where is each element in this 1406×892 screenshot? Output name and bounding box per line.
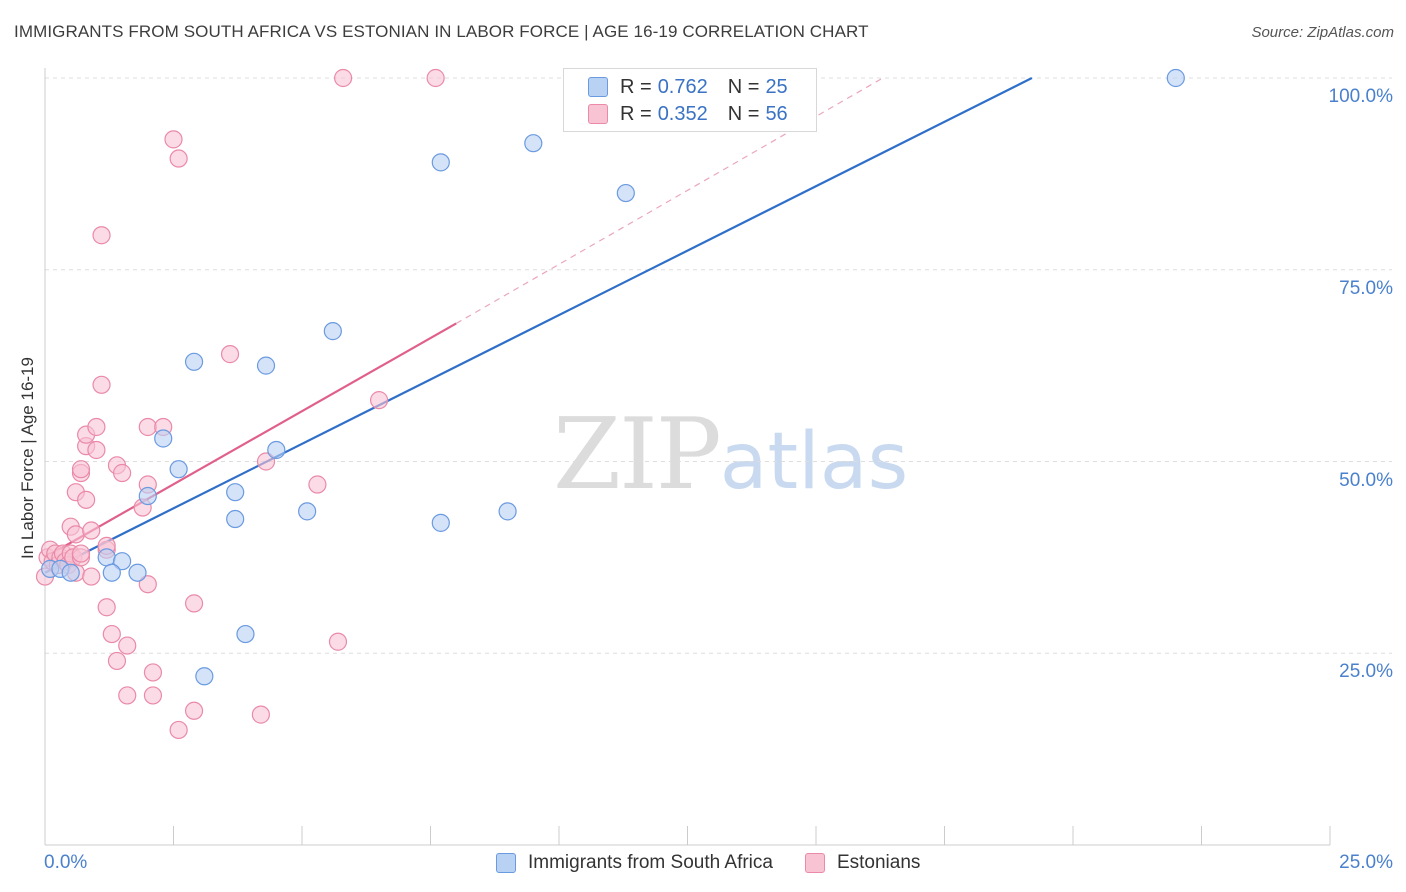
watermark: ZIPatlas [553,398,908,512]
point-estonians [82,567,101,586]
point-south-africa [267,440,286,460]
watermark-zip: ZIP [553,398,722,512]
series-legend: Immigrants from South Africa Estonians [496,852,952,874]
point-estonians [87,417,106,437]
y-tick-label: 50.0% [1339,469,1393,491]
y-tick-label: 75.0% [1339,277,1393,299]
point-estonians [92,375,111,394]
point-estonians [143,686,163,705]
point-estonians [138,575,157,594]
legend-swatch-blue [588,77,608,97]
point-estonians [184,594,204,613]
x-tick-label-min: 0.0% [44,852,88,873]
point-south-africa [169,460,188,479]
point-south-africa [128,563,147,582]
point-estonians [87,440,106,460]
grid-layer [45,77,1392,654]
legend-r-value: 0.352 [657,102,708,125]
legend-swatch-pink [588,104,608,124]
series-legend-item-estonians[interactable]: Estonians [804,852,921,874]
point-estonians [71,544,91,563]
point-estonians [328,632,348,651]
point-estonians [102,624,121,644]
point-south-africa [61,563,80,582]
point-south-africa [431,513,450,532]
point-south-africa [138,486,157,506]
series-legend-item-south-africa[interactable]: Immigrants from South Africa [496,852,773,874]
point-south-africa [226,509,245,529]
legend-row-estonians: R = 0.352 N = 56 [588,101,788,127]
point-south-africa [102,563,121,582]
point-estonians [143,663,163,682]
axis-layer [44,68,1331,846]
point-estonians [426,68,445,88]
series-swatch-pink [804,853,825,873]
point-estonians [77,490,96,509]
point-south-africa [1166,68,1185,88]
legend-n-value: 56 [765,102,788,125]
point-estonians [164,130,183,149]
point-estonians [169,720,188,740]
chart-title: IMMIGRANTS FROM SOUTH AFRICA VS ESTONIAN… [14,22,869,41]
point-estonians [220,345,240,364]
correlation-legend: R = 0.762 N = 25 R = 0.352 N = 56 [563,68,817,132]
point-estonians [97,598,116,617]
source-credit: Source: ZipAtlas.com [1251,24,1394,41]
point-south-africa [112,552,132,571]
y-tick-label: 25.0% [1339,661,1393,683]
point-estonians [82,521,101,540]
series-label: Immigrants from South Africa [528,852,773,873]
point-estonians [251,705,270,724]
legend-n-label: N = [727,75,760,98]
legend-row-south-africa: R = 0.762 N = 25 [588,74,788,100]
point-south-africa [184,352,204,371]
point-south-africa [97,548,116,567]
point-estonians [118,636,137,655]
legend-r-label: R = [620,75,652,98]
point-estonians [66,525,85,544]
point-estonians [334,68,353,88]
point-estonians [308,475,327,494]
point-layer [35,68,1185,740]
point-south-africa [323,322,342,341]
point-estonians [112,463,132,483]
trend-line-south-africa [44,77,1033,574]
point-estonians [107,651,127,671]
y-tick-label: 100.0% [1328,86,1393,107]
legend-r-label: R = [620,102,652,125]
point-south-africa [298,502,317,521]
legend-n-value: 25 [765,75,788,98]
point-estonians [118,686,137,705]
point-south-africa [226,483,245,502]
trend-line-estonians [44,322,457,559]
y-axis-label: In Labor Force | Age 16-19 [18,357,37,559]
point-estonians [71,460,91,479]
series-swatch-blue [496,853,516,873]
point-estonians [256,452,276,471]
point-south-africa [195,667,214,686]
x-tick-label-max: 25.0% [1339,852,1393,873]
point-south-africa [431,153,450,172]
point-estonians [138,417,157,437]
series-label: Estonians [836,852,921,873]
legend-r-value: 0.762 [657,75,708,98]
point-south-africa [154,429,173,448]
point-south-africa [524,134,543,153]
point-south-africa [616,183,635,203]
point-south-africa [256,356,276,375]
point-south-africa [236,624,255,644]
trend-layer [44,77,1033,574]
point-estonians [184,701,204,720]
point-south-africa [498,502,517,521]
point-estonians [92,226,111,245]
legend-n-label: N = [727,102,760,125]
point-estonians [370,391,389,410]
point-estonians [169,149,188,168]
